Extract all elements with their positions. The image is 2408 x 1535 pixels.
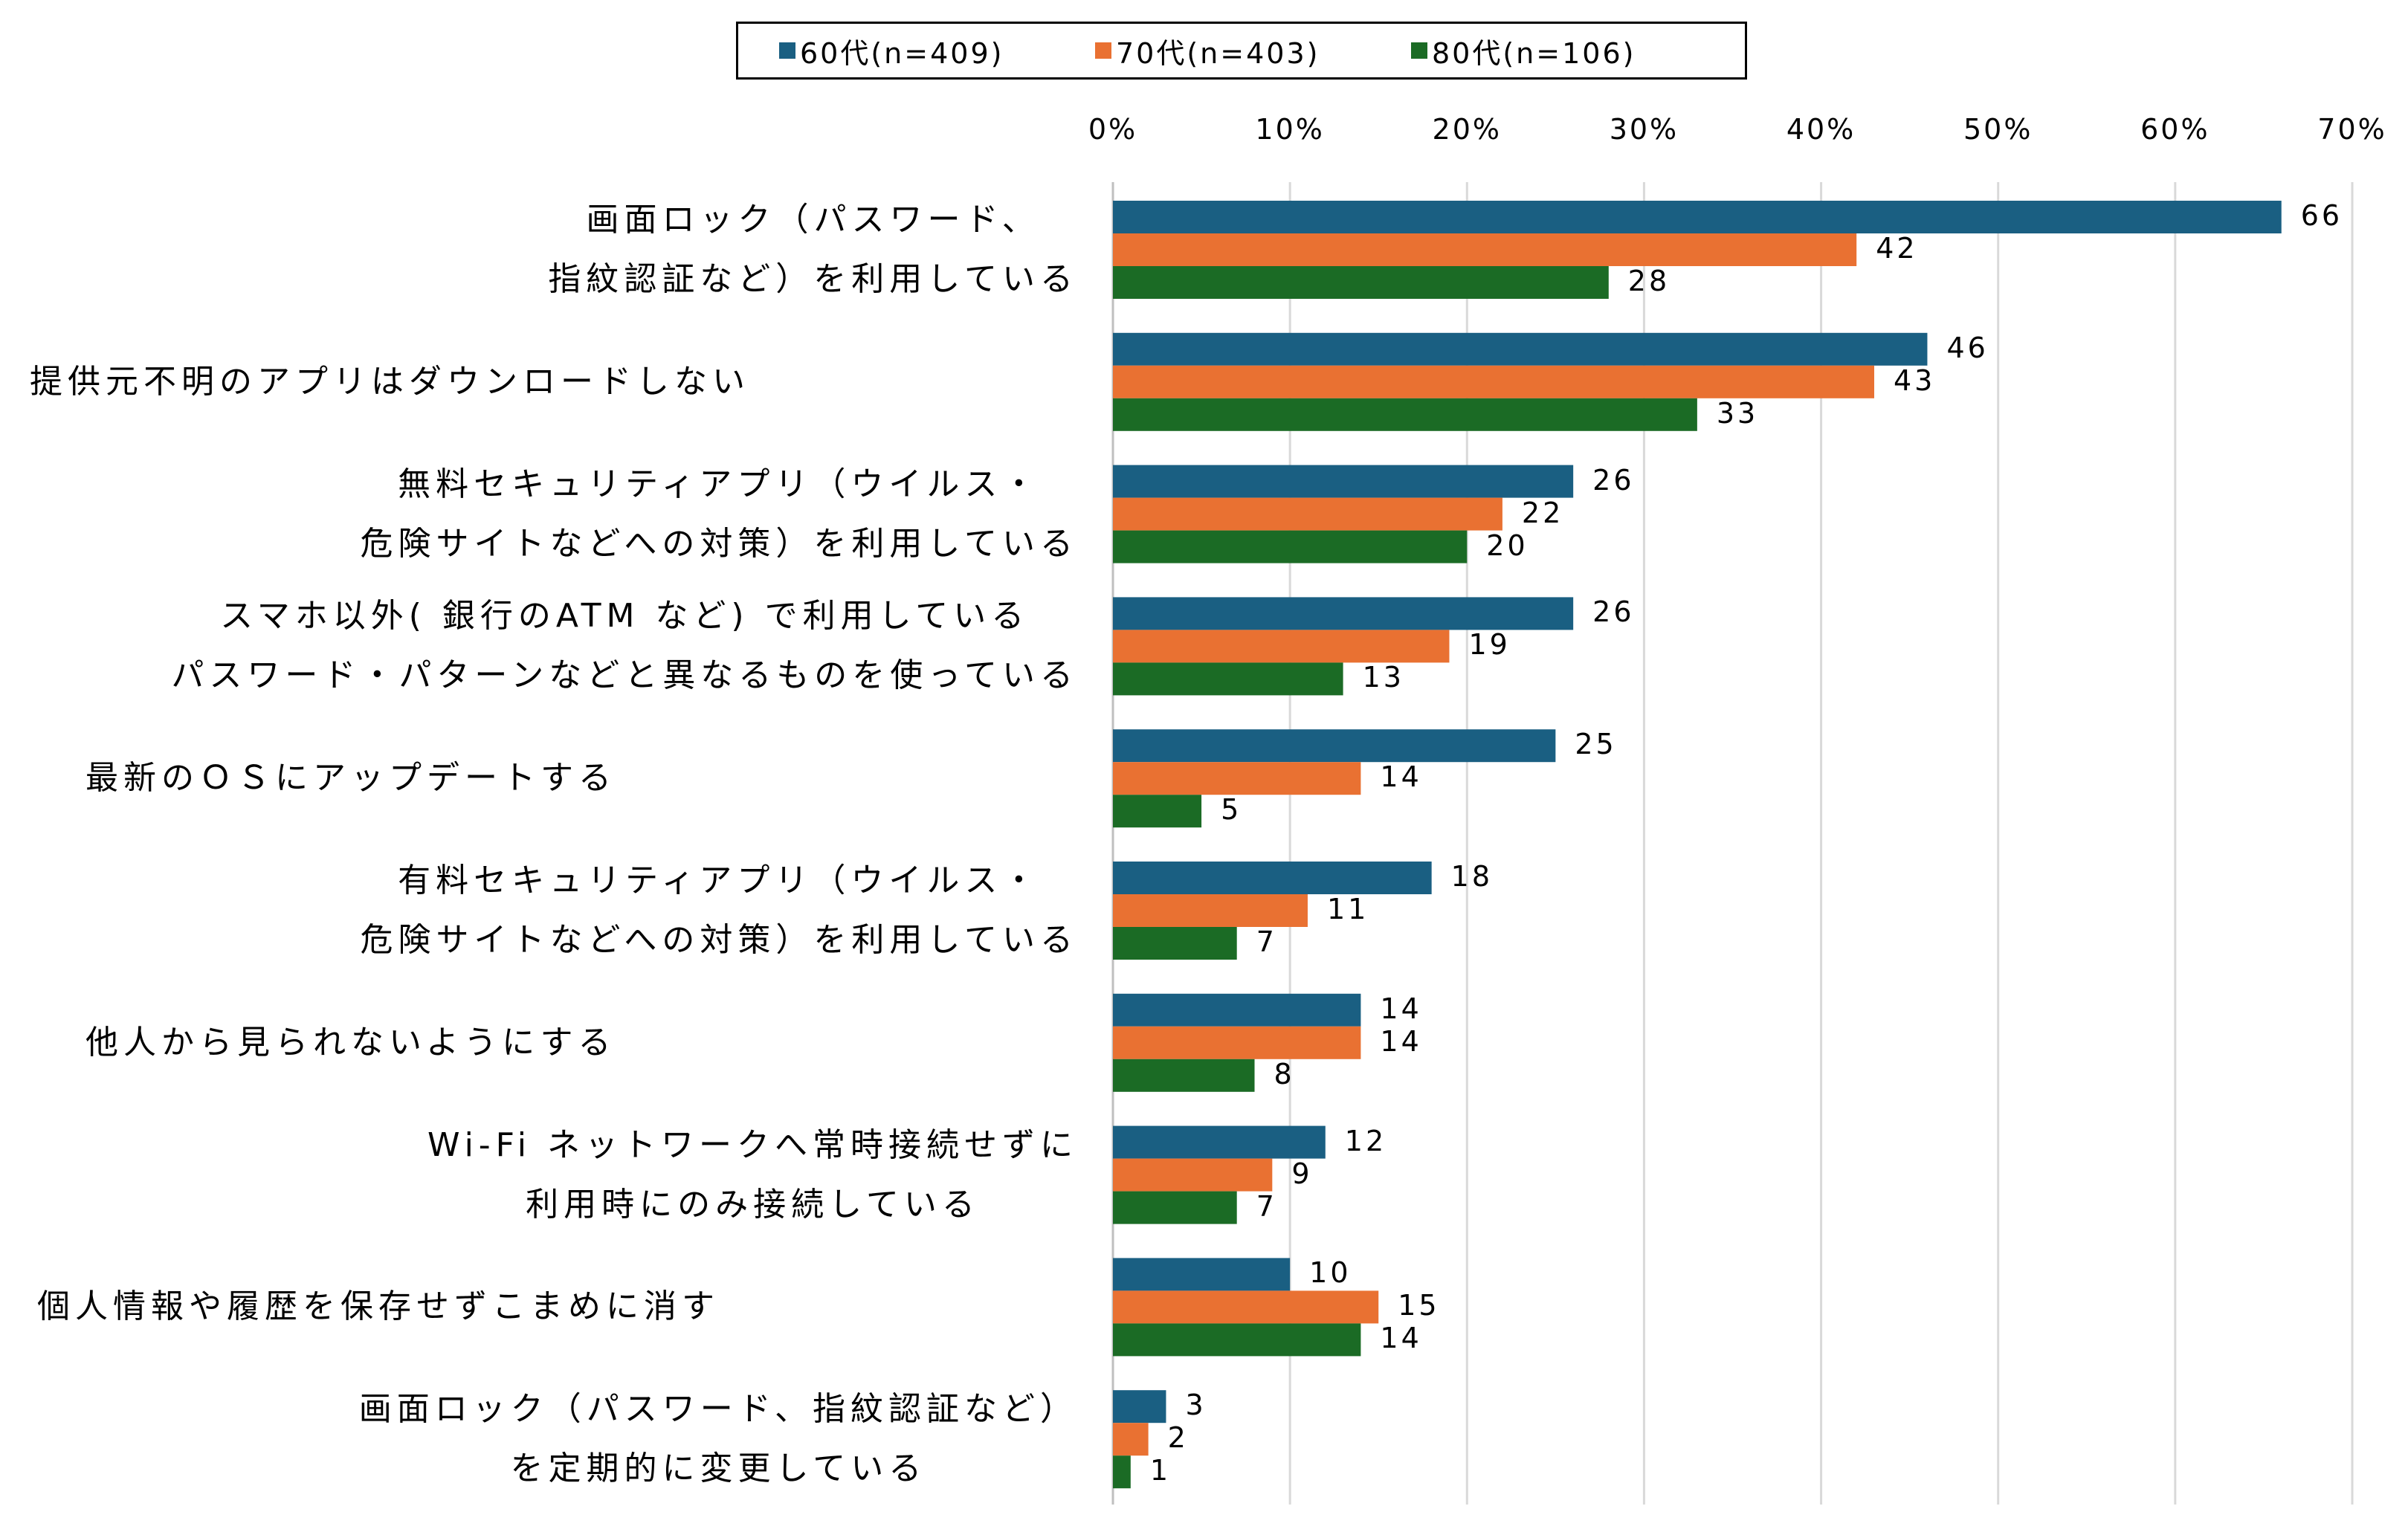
- data-label: 11: [1326, 893, 1369, 925]
- bar-1: [1113, 1258, 1291, 1291]
- category-label-line: 最新のＯＳにアップデートする: [85, 759, 616, 798]
- bar-3: [1113, 927, 1237, 960]
- data-label: 26: [1592, 463, 1635, 497]
- bar-1: [1113, 729, 1556, 763]
- category-label-line: パスワード・パターンなどと異なるものを使っている: [171, 656, 1078, 695]
- legend-swatch: [1095, 42, 1111, 59]
- category-label-line: Wi-Fi ネットワークへ常時接続せずに: [427, 1125, 1078, 1164]
- data-label: 15: [1398, 1289, 1440, 1322]
- category-label-line: 個人情報や履歴を保存せずこまめに消す: [37, 1287, 720, 1326]
- legend-item: 60代(n=409): [779, 24, 1004, 77]
- category-label-line: スマホ以外( 銀行のATM など) で利用している: [220, 597, 1030, 636]
- bar-2: [1113, 1158, 1273, 1192]
- bar-3: [1113, 266, 1609, 299]
- data-label: 5: [1221, 793, 1242, 827]
- legend-item: 80代(n=106): [1411, 24, 1636, 77]
- data-label: 19: [1468, 628, 1511, 662]
- data-label: 43: [1894, 363, 1936, 397]
- bar-1: [1113, 597, 1574, 630]
- data-label: 7: [1256, 925, 1277, 958]
- data-label: 13: [1362, 661, 1404, 694]
- bar-3: [1113, 1191, 1237, 1224]
- x-tick-label: 40%: [1786, 113, 1856, 146]
- bar-2: [1113, 762, 1361, 795]
- bar-1: [1113, 993, 1361, 1027]
- category-label-line: 提供元不明のアプリはダウンロードしない: [30, 362, 750, 401]
- bar-2: [1113, 233, 1857, 266]
- category-label-line: 画面ロック（パスワード、: [586, 201, 1040, 239]
- bar-2: [1113, 1423, 1149, 1456]
- bar-1: [1113, 1125, 1326, 1159]
- bar-2: [1113, 365, 1875, 398]
- category-label-line: 無料セキュリティアプリ（ウイルス・: [398, 465, 1041, 503]
- legend-label: 80代(n=106): [1432, 36, 1636, 70]
- bar-3: [1113, 1323, 1361, 1357]
- data-label: 9: [1291, 1157, 1313, 1190]
- data-label: 12: [1344, 1124, 1387, 1157]
- data-label: 8: [1274, 1057, 1295, 1090]
- data-label: 14: [1380, 992, 1422, 1025]
- bar-2: [1113, 894, 1308, 927]
- chart-legend: 60代(n=409) 70代(n=403) 80代(n=106): [736, 22, 1747, 80]
- data-label: 1: [1149, 1454, 1171, 1487]
- legend-item: 70代(n=403): [1095, 24, 1320, 77]
- data-label: 42: [1876, 232, 1918, 265]
- category-label-line: を定期的に変更している: [510, 1450, 927, 1488]
- data-label: 14: [1380, 1322, 1422, 1355]
- bar-1: [1113, 201, 2282, 233]
- data-label: 26: [1592, 595, 1635, 629]
- bar-3: [1113, 398, 1697, 431]
- x-tick-label: 50%: [1963, 113, 2033, 146]
- bar-3: [1113, 530, 1468, 563]
- data-label: 18: [1450, 860, 1494, 893]
- legend-label: 60代(n=409): [800, 36, 1004, 70]
- bar-3: [1113, 1059, 1255, 1092]
- data-label: 46: [1946, 331, 1989, 364]
- data-label: 7: [1256, 1189, 1277, 1223]
- data-label: 33: [1716, 396, 1759, 430]
- bar-3: [1113, 662, 1343, 696]
- bar-2: [1113, 630, 1450, 663]
- data-label: 10: [1309, 1256, 1352, 1290]
- category-label-line: 他人から見られないようにする: [85, 1023, 616, 1061]
- bar-3: [1113, 1455, 1131, 1489]
- category-label-line: 画面ロック（パスワード、指紋認証など）: [358, 1390, 1078, 1429]
- data-label: 2: [1167, 1421, 1189, 1455]
- category-label-line: 利用時にのみ接続している: [526, 1185, 980, 1224]
- bar-2: [1113, 1026, 1361, 1059]
- x-tick-label: 60%: [2140, 113, 2210, 146]
- bar-2: [1113, 497, 1502, 531]
- data-label: 66: [2300, 199, 2343, 232]
- legend-swatch: [779, 42, 795, 59]
- data-label: 22: [1521, 496, 1564, 529]
- bar-1: [1113, 862, 1432, 894]
- x-tick-label: 10%: [1255, 113, 1325, 146]
- bar-1: [1113, 332, 1928, 366]
- category-label-line: 有料セキュリティアプリ（ウイルス・: [398, 862, 1041, 899]
- data-label: 14: [1380, 1024, 1422, 1058]
- bar-3: [1113, 795, 1202, 828]
- x-tick-label: 20%: [1432, 113, 1502, 146]
- bar-1: [1113, 1390, 1166, 1423]
- data-label: 25: [1575, 728, 1617, 761]
- data-label: 14: [1380, 760, 1422, 794]
- data-label: 20: [1486, 529, 1529, 562]
- bar-2: [1113, 1290, 1379, 1324]
- category-label-line: 危険サイトなどへの対策）を利用している: [360, 524, 1078, 563]
- category-label-line: 危険サイトなどへの対策）を利用している: [360, 921, 1078, 959]
- category-label-line: 指紋認証など）を利用している: [548, 260, 1078, 298]
- x-tick-label: 70%: [2317, 113, 2387, 146]
- legend-label: 70代(n=403): [1116, 36, 1320, 70]
- data-label: 3: [1185, 1389, 1207, 1422]
- legend-swatch: [1411, 42, 1427, 59]
- x-tick-label: 0%: [1088, 113, 1138, 146]
- bar-1: [1113, 465, 1574, 498]
- x-tick-label: 30%: [1609, 113, 1679, 146]
- data-label: 28: [1627, 265, 1671, 297]
